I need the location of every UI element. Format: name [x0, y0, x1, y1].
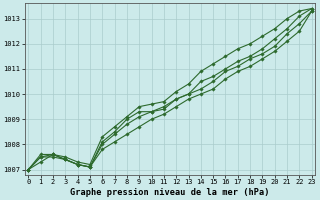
- X-axis label: Graphe pression niveau de la mer (hPa): Graphe pression niveau de la mer (hPa): [70, 188, 270, 197]
